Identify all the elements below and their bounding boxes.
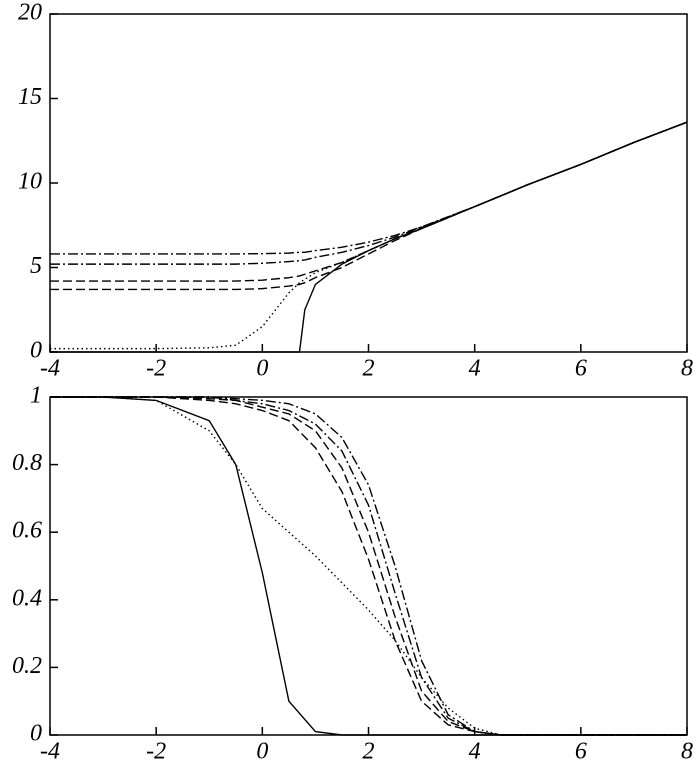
series-line: [50, 121, 688, 353]
series-line: [50, 396, 687, 736]
x-tick-label: -2: [146, 356, 166, 382]
series-line: [50, 396, 687, 736]
y-tick-label: 1: [30, 383, 42, 409]
series-line: [50, 396, 687, 736]
x-tick-label: 0: [256, 356, 268, 382]
y-tick-label: 0: [30, 338, 42, 364]
x-tick-label: 6: [575, 739, 587, 765]
x-tick-label: -4: [40, 739, 60, 765]
y-tick-label: 0.8: [12, 450, 42, 476]
plot-frame: [49, 396, 688, 736]
x-tick-label: 2: [363, 356, 375, 382]
x-tick-label: -2: [146, 739, 166, 765]
x-tick-label: 8: [681, 356, 693, 382]
y-tick-label: 10: [18, 169, 42, 195]
series-line: [50, 121, 688, 282]
y-tick-label: 0.4: [12, 585, 42, 611]
y-tick-label: 5: [30, 253, 42, 279]
x-tick-label: 8: [681, 739, 693, 765]
x-tick-label: -4: [40, 356, 60, 382]
x-tick-label: 2: [363, 739, 375, 765]
series-line: [50, 121, 688, 350]
y-tick-label: 0.6: [12, 518, 42, 544]
y-tick-label: 0: [30, 721, 42, 747]
y-tick-label: 20: [18, 0, 42, 26]
plot-frame: [49, 13, 688, 353]
series-line: [50, 396, 687, 736]
x-tick-label: 6: [575, 356, 587, 382]
x-tick-label: 4: [469, 356, 481, 382]
y-tick-label: 0.2: [12, 653, 42, 679]
y-tick-label: 15: [18, 84, 42, 110]
series-line: [50, 121, 688, 255]
series-line: [50, 396, 687, 736]
x-tick-label: 0: [256, 739, 268, 765]
x-tick-label: 4: [469, 739, 481, 765]
series-line: [50, 396, 687, 736]
